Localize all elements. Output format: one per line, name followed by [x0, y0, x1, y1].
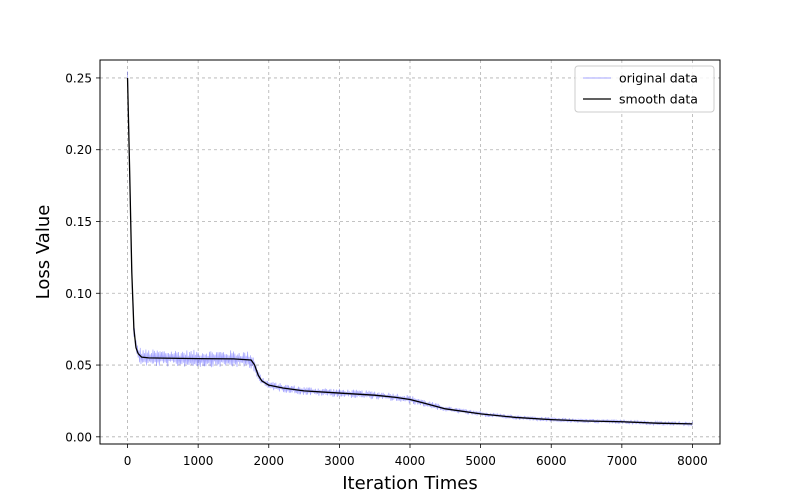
x-axis-ticks: 0 1000 2000 3000 4000 5000 6000 7000 8000: [124, 444, 708, 468]
x-tick-label: 3000: [324, 454, 355, 468]
x-tick-label: 1000: [183, 454, 214, 468]
y-axis-label: Loss Value: [33, 205, 54, 300]
y-tick-label: 0.15: [65, 215, 92, 229]
y-tick-label: 0.05: [65, 359, 92, 373]
y-tick-label: 0.20: [65, 143, 92, 157]
x-tick-label: 8000: [677, 454, 708, 468]
x-tick-label: 5000: [465, 454, 496, 468]
x-tick-label: 4000: [395, 454, 426, 468]
legend-label-smooth: smooth data: [619, 92, 698, 107]
smooth-data-line: [126, 77, 693, 425]
legend-label-original: original data: [619, 71, 698, 86]
y-tick-label: 0.25: [65, 71, 92, 85]
x-tick-label: 6000: [536, 454, 567, 468]
y-tick-label: 0.10: [65, 287, 92, 301]
x-tick-label: 7000: [607, 454, 638, 468]
y-axis-ticks: 0.00 0.05 0.10 0.15 0.20 0.25: [65, 71, 100, 444]
legend-box: [574, 65, 715, 113]
x-axis-label: Iteration Times: [342, 473, 478, 494]
legend: original data smooth data: [574, 65, 715, 113]
x-tick-label: 2000: [253, 454, 284, 468]
x-tick-label: 0: [124, 454, 132, 468]
series-smooth-data: [126, 77, 693, 425]
y-tick-label: 0.00: [65, 430, 92, 444]
